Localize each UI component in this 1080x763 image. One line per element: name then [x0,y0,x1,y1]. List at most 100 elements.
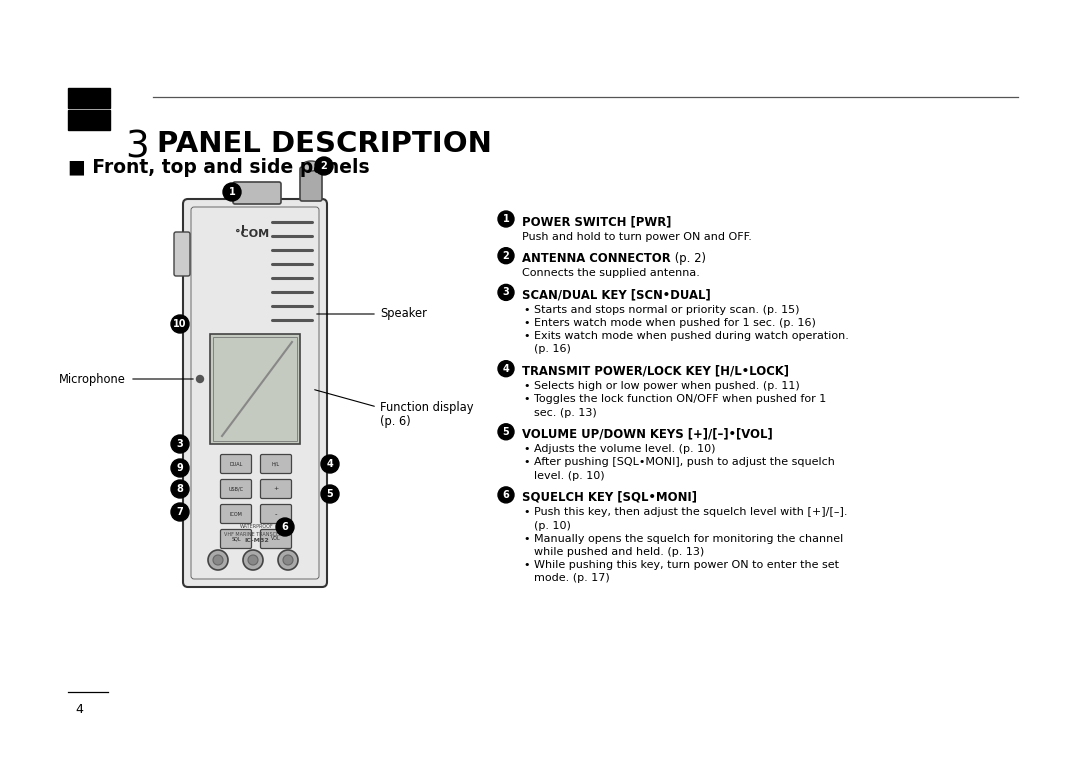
FancyBboxPatch shape [174,232,190,276]
Text: 5: 5 [326,489,334,499]
Text: • Toggles the lock function ON/OFF when pushed for 1: • Toggles the lock function ON/OFF when … [524,394,826,404]
Text: (p. 16): (p. 16) [534,345,571,355]
Text: 5: 5 [502,427,510,436]
Circle shape [171,315,189,333]
Circle shape [498,487,514,503]
Circle shape [498,423,514,439]
Circle shape [315,157,333,175]
Text: 2: 2 [321,161,327,171]
Bar [68,88,110,108]
FancyBboxPatch shape [220,479,252,498]
Circle shape [498,211,514,227]
Circle shape [208,550,228,570]
Text: 1: 1 [229,187,235,197]
Text: Microphone: Microphone [59,372,126,385]
Text: °COM: °COM [235,229,269,239]
Text: • Manually opens the squelch for monitoring the channel: • Manually opens the squelch for monitor… [524,534,843,544]
Bar [213,337,297,441]
Text: level. (p. 10): level. (p. 10) [534,471,605,481]
Text: VOLUME UP/DOWN KEYS [+]/[–]•[VOL]: VOLUME UP/DOWN KEYS [+]/[–]•[VOL] [522,428,773,441]
Text: • After pushing [SQL•MONI], push to adjust the squelch: • After pushing [SQL•MONI], push to adju… [524,458,835,468]
Text: (p. 10): (p. 10) [534,520,571,530]
FancyBboxPatch shape [220,504,252,523]
Circle shape [171,503,189,521]
Text: SCAN/DUAL KEY [SCN•DUAL]: SCAN/DUAL KEY [SCN•DUAL] [522,288,711,301]
Text: +: + [273,487,279,491]
FancyBboxPatch shape [183,199,327,587]
Circle shape [321,455,339,473]
FancyBboxPatch shape [220,530,252,549]
Text: • Starts and stops normal or priority scan. (p. 15): • Starts and stops normal or priority sc… [524,305,799,315]
Text: 3: 3 [502,288,510,298]
Text: 2: 2 [502,251,510,261]
Text: • Enters watch mode when pushed for 1 sec. (p. 16): • Enters watch mode when pushed for 1 se… [524,318,815,328]
FancyBboxPatch shape [260,530,292,549]
Circle shape [498,248,514,264]
Text: VHF MARINE TRANSCEIVER: VHF MARINE TRANSCEIVER [224,532,291,536]
Text: sec. (p. 13): sec. (p. 13) [534,407,597,417]
Text: 4: 4 [75,703,83,716]
Text: ICOM: ICOM [230,511,242,517]
Text: H/L: H/L [272,462,280,466]
Text: • Push this key, then adjust the squelch level with [+]/[–].: • Push this key, then adjust the squelch… [524,507,848,517]
Text: Function display: Function display [380,401,473,414]
Circle shape [276,518,294,536]
FancyBboxPatch shape [220,455,252,474]
Text: • While pushing this key, turn power ON to enter the set: • While pushing this key, turn power ON … [524,560,839,570]
Text: USB/C: USB/C [229,487,243,491]
Text: 3: 3 [125,130,149,166]
Circle shape [498,361,514,377]
Circle shape [171,480,189,498]
Text: (p. 6): (p. 6) [380,414,410,427]
Text: -: - [274,511,278,517]
Text: Speaker: Speaker [380,307,427,320]
Circle shape [197,375,203,382]
Text: 6: 6 [282,522,288,532]
Text: 1: 1 [502,214,510,224]
Text: VOL: VOL [271,536,281,542]
Text: 6: 6 [502,490,510,500]
Circle shape [248,555,258,565]
Text: 8: 8 [176,484,184,494]
FancyBboxPatch shape [233,182,281,204]
Circle shape [321,485,339,503]
Text: 9: 9 [177,463,184,473]
Circle shape [498,285,514,301]
FancyBboxPatch shape [260,479,292,498]
Circle shape [222,183,241,201]
Text: TRANSMIT POWER/LOCK KEY [H/L•LOCK]: TRANSMIT POWER/LOCK KEY [H/L•LOCK] [522,365,789,378]
Text: 7: 7 [177,507,184,517]
Text: • Exits watch mode when pushed during watch operation.: • Exits watch mode when pushed during wa… [524,331,849,341]
Circle shape [171,435,189,453]
Text: 4: 4 [502,364,510,374]
Text: IC-M32: IC-M32 [245,539,269,543]
Text: I: I [241,225,245,235]
Text: SQUELCH KEY [SQL•MONI]: SQUELCH KEY [SQL•MONI] [522,491,697,504]
Text: WATERPROOF: WATERPROOF [240,524,274,530]
Text: SQL: SQL [231,536,241,542]
Circle shape [213,555,222,565]
FancyBboxPatch shape [260,504,292,523]
Circle shape [278,550,298,570]
Text: 10: 10 [173,319,187,329]
Text: 4: 4 [326,459,334,469]
Circle shape [283,555,293,565]
Text: 3: 3 [177,439,184,449]
Text: mode. (p. 17): mode. (p. 17) [534,574,610,584]
Text: DUAL: DUAL [229,462,243,466]
Text: • Selects high or low power when pushed. (p. 11): • Selects high or low power when pushed.… [524,382,800,391]
Text: while pushed and held. (p. 13): while pushed and held. (p. 13) [534,547,704,557]
Circle shape [171,459,189,477]
Text: • Adjusts the volume level. (p. 10): • Adjusts the volume level. (p. 10) [524,444,715,454]
Ellipse shape [302,161,320,171]
Text: POWER SWITCH [PWR]: POWER SWITCH [PWR] [522,215,672,228]
Text: (p. 2): (p. 2) [671,252,705,265]
Text: PANEL DESCRIPTION: PANEL DESCRIPTION [157,130,491,158]
Bar [68,110,110,130]
FancyBboxPatch shape [260,455,292,474]
Text: Push and hold to turn power ON and OFF.: Push and hold to turn power ON and OFF. [522,231,752,242]
Text: ANTENNA CONNECTOR: ANTENNA CONNECTOR [522,252,671,265]
Text: ■ Front, top and side panels: ■ Front, top and side panels [68,158,369,177]
Circle shape [243,550,264,570]
Text: Connects the supplied antenna.: Connects the supplied antenna. [522,269,700,278]
